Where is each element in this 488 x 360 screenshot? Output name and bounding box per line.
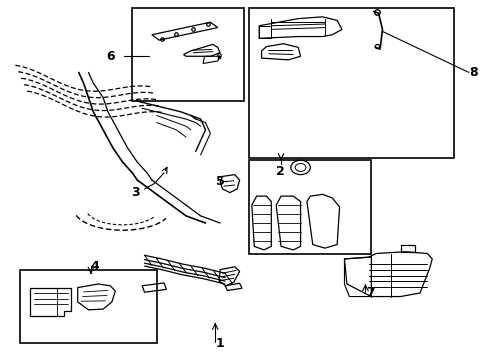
Bar xyxy=(249,160,370,253)
Bar xyxy=(249,8,453,158)
Text: 3: 3 xyxy=(131,186,140,199)
Text: 1: 1 xyxy=(215,337,224,350)
Text: 7: 7 xyxy=(366,287,374,300)
Text: 8: 8 xyxy=(468,66,476,79)
Text: 6: 6 xyxy=(106,50,115,63)
Text: 4: 4 xyxy=(91,260,100,273)
Text: 2: 2 xyxy=(276,165,285,177)
Bar xyxy=(20,270,157,343)
Bar xyxy=(132,8,244,101)
Text: 5: 5 xyxy=(216,175,224,188)
